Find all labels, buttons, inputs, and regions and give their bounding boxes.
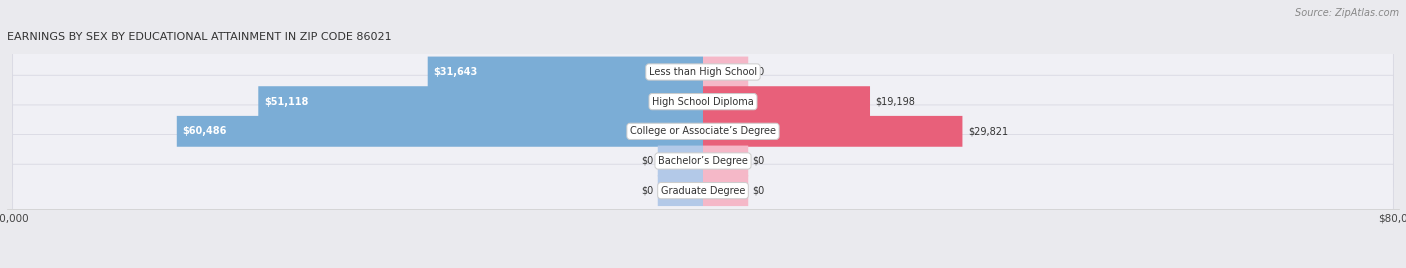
Text: Graduate Degree: Graduate Degree — [661, 186, 745, 196]
Text: $51,118: $51,118 — [264, 97, 308, 107]
Legend: Male, Female: Male, Female — [647, 265, 759, 268]
Text: $0: $0 — [752, 156, 765, 166]
FancyBboxPatch shape — [703, 116, 963, 147]
FancyBboxPatch shape — [427, 57, 703, 87]
FancyBboxPatch shape — [703, 146, 748, 176]
FancyBboxPatch shape — [259, 86, 703, 117]
Text: $0: $0 — [752, 67, 765, 77]
Text: $0: $0 — [752, 186, 765, 196]
FancyBboxPatch shape — [703, 86, 870, 117]
Text: Bachelor’s Degree: Bachelor’s Degree — [658, 156, 748, 166]
FancyBboxPatch shape — [177, 116, 703, 147]
FancyBboxPatch shape — [658, 146, 703, 176]
Text: $19,198: $19,198 — [876, 97, 915, 107]
Text: Less than High School: Less than High School — [650, 67, 756, 77]
Text: $0: $0 — [641, 156, 654, 166]
Text: $0: $0 — [641, 186, 654, 196]
Text: $31,643: $31,643 — [433, 67, 478, 77]
Text: High School Diploma: High School Diploma — [652, 97, 754, 107]
Text: EARNINGS BY SEX BY EDUCATIONAL ATTAINMENT IN ZIP CODE 86021: EARNINGS BY SEX BY EDUCATIONAL ATTAINMEN… — [7, 32, 392, 42]
FancyBboxPatch shape — [13, 135, 1393, 187]
Text: $29,821: $29,821 — [967, 126, 1008, 136]
Text: $60,486: $60,486 — [183, 126, 226, 136]
FancyBboxPatch shape — [13, 46, 1393, 98]
FancyBboxPatch shape — [13, 75, 1393, 128]
FancyBboxPatch shape — [703, 57, 748, 87]
FancyBboxPatch shape — [703, 175, 748, 206]
Text: College or Associate’s Degree: College or Associate’s Degree — [630, 126, 776, 136]
Text: Source: ZipAtlas.com: Source: ZipAtlas.com — [1295, 8, 1399, 18]
FancyBboxPatch shape — [13, 164, 1393, 217]
FancyBboxPatch shape — [658, 175, 703, 206]
FancyBboxPatch shape — [13, 105, 1393, 158]
